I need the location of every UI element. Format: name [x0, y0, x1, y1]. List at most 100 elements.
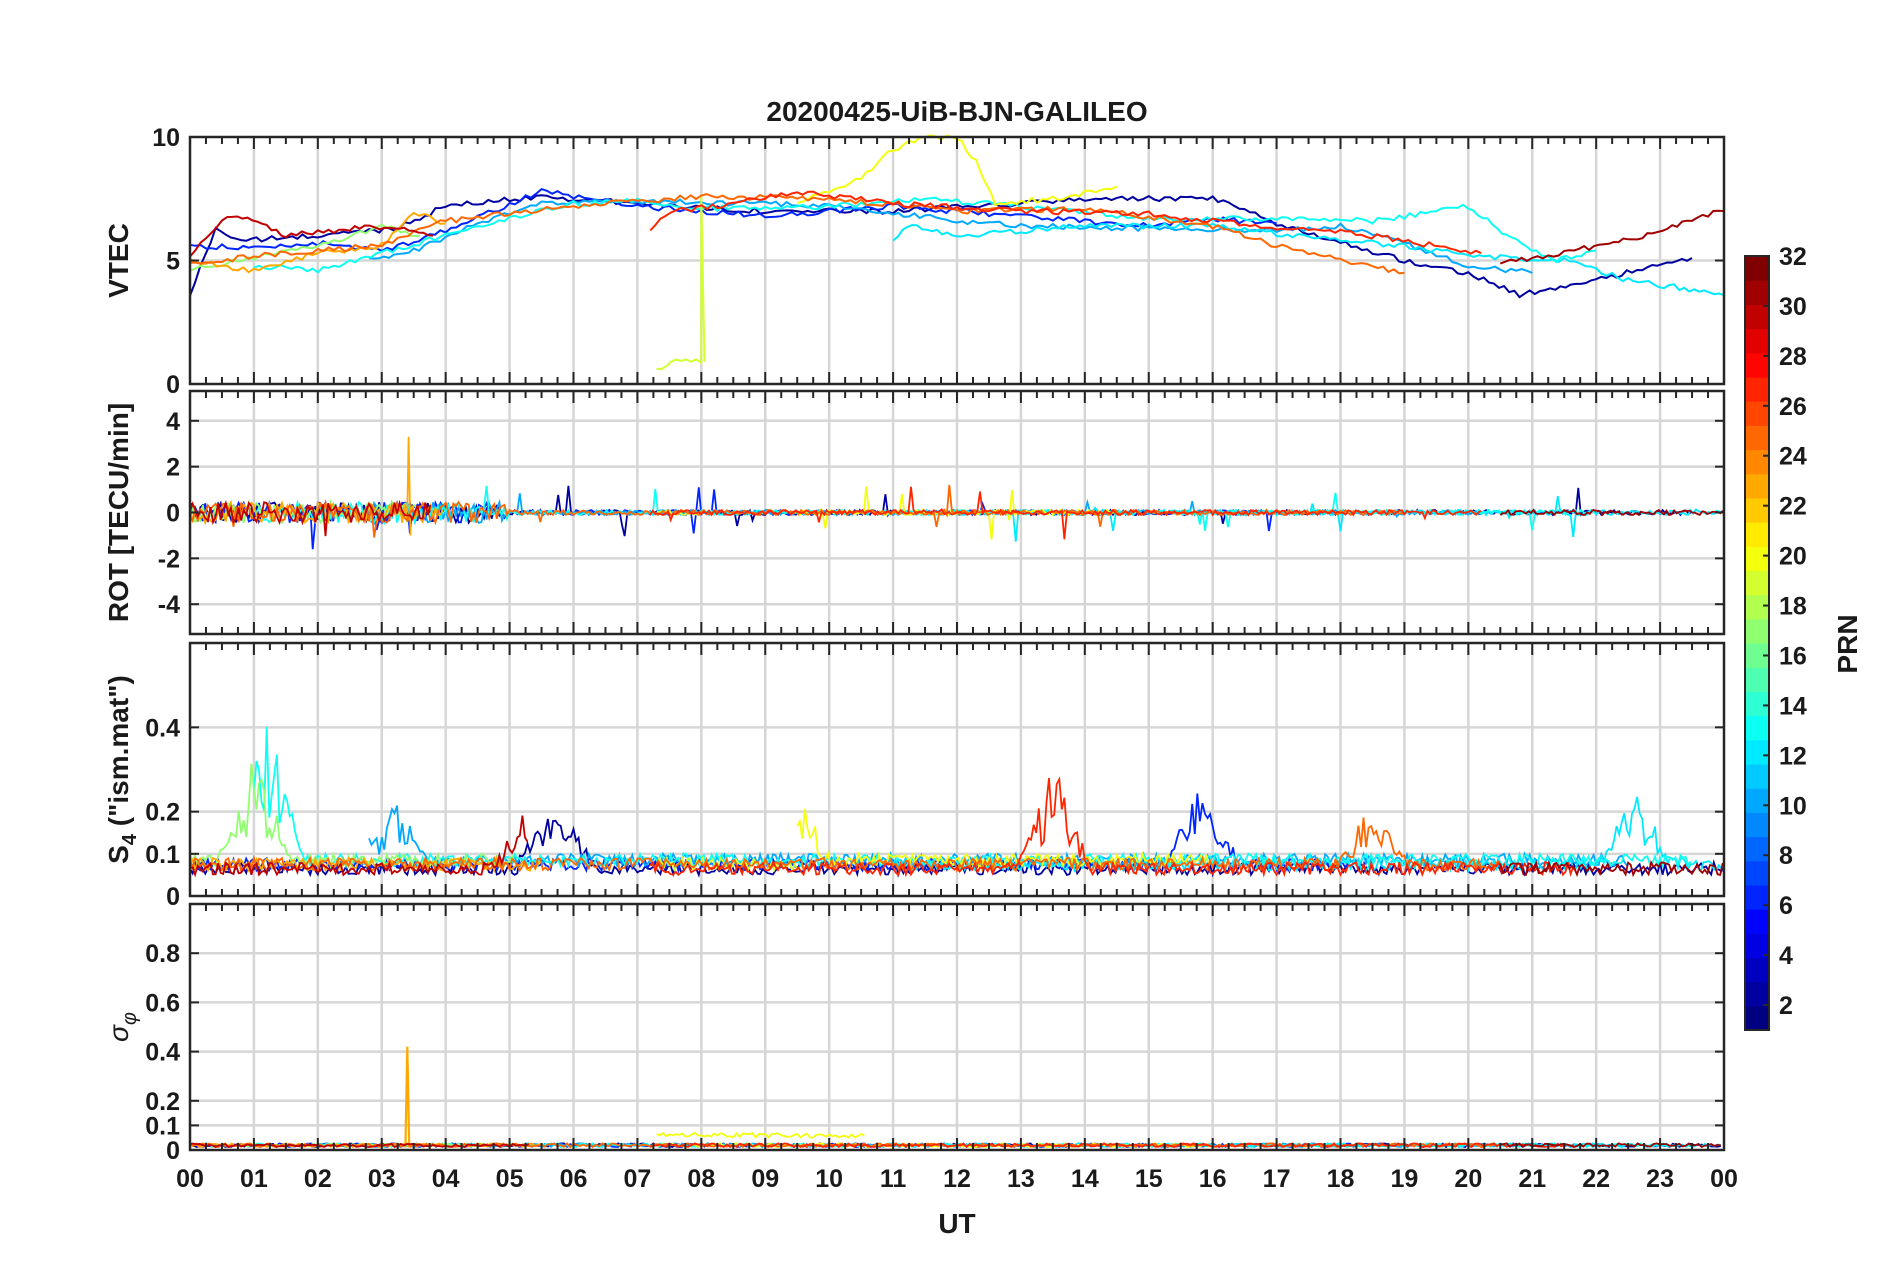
vtec-line-prn-31	[1499, 209, 1725, 265]
colorbar-tick-label: 4	[1779, 942, 1793, 970]
colorbar-tick-label: 22	[1779, 493, 1807, 521]
colorbar-band	[1745, 256, 1769, 281]
x-tick-label: 21	[1518, 1165, 1546, 1193]
y-tick-label: 0	[166, 883, 180, 911]
colorbar-tick-label: 8	[1779, 842, 1793, 870]
y-label-rest: ("ism.mat")	[103, 675, 134, 834]
panel-frame-vtec	[188, 135, 1726, 386]
colorbar-tick-label: 32	[1779, 243, 1807, 271]
x-tick-label: 20	[1454, 1165, 1482, 1193]
colorbar-tick-label: 10	[1779, 792, 1807, 820]
rot-line-prn-27	[649, 486, 1482, 540]
colorbar-band	[1745, 860, 1769, 886]
y-axis-label-vtec: VTEC	[103, 223, 134, 298]
s4-line-prn-13	[253, 726, 1692, 870]
sigphi-line-prn-30	[189, 1142, 530, 1149]
colorbar-band	[1745, 473, 1769, 499]
colorbar-tick-label: 26	[1779, 393, 1807, 421]
colorbar-band	[1745, 425, 1769, 451]
y-label-main: S	[103, 845, 134, 864]
colorbar-band	[1745, 497, 1769, 523]
y-tick-label: -4	[158, 591, 180, 619]
rot-line-prn-12	[892, 495, 1725, 542]
x-tick-label: 19	[1391, 1165, 1419, 1193]
x-tick-label: 13	[1007, 1165, 1035, 1193]
colorbar-band	[1745, 909, 1769, 934]
colorbar-band	[1745, 618, 1769, 644]
vtec-line-prn-12	[892, 222, 1725, 297]
colorbar-band	[1745, 522, 1769, 547]
vtec-line-prn-10	[368, 198, 1533, 274]
x-tick-label: 15	[1135, 1165, 1163, 1193]
colorbar-band	[1745, 836, 1769, 862]
colorbar-band	[1745, 546, 1769, 572]
vtec-line-prn-25	[189, 193, 1405, 275]
colorbar-label: PRN	[1832, 614, 1863, 673]
sigphi-line-prn-31	[1500, 1142, 1721, 1149]
colorbar-tick-label: 14	[1779, 692, 1807, 720]
vtec-line-prn-19	[656, 196, 706, 371]
y-tick-label: 4	[166, 408, 180, 436]
y-tick-label: 0.4	[145, 1039, 180, 1067]
s4-line-prn-27	[649, 776, 1577, 878]
x-tick-label: 17	[1263, 1165, 1291, 1193]
vtec-line-prn-13	[253, 196, 1597, 274]
x-tick-label: 23	[1646, 1165, 1674, 1193]
colorbar-frame	[1744, 255, 1770, 1031]
y-axis-label-sigphi: σφ	[103, 1012, 141, 1042]
rot-line-prn-31	[1499, 508, 1724, 517]
colorbar-tick-label: 20	[1779, 543, 1807, 571]
colorbar-band	[1745, 570, 1769, 596]
y-tick-label: 2	[166, 454, 180, 482]
colorbar-band	[1745, 280, 1769, 305]
x-tick-label: 09	[751, 1165, 779, 1193]
vtec-line-prn-23	[189, 211, 446, 274]
x-tick-label: 11	[880, 1165, 907, 1193]
x-tick-label: 01	[240, 1165, 268, 1193]
colorbar-band	[1745, 715, 1769, 741]
x-tick-label: 07	[624, 1165, 652, 1193]
sigphi-segment-prn-20	[656, 1131, 865, 1140]
colorbar-tick-label: 24	[1779, 443, 1807, 471]
s4-line-prn-17	[189, 763, 516, 870]
y-tick-label: -2	[158, 545, 180, 573]
x-tick-label: 18	[1327, 1165, 1355, 1193]
colorbar-band	[1745, 788, 1769, 813]
y-tick-label: 5	[166, 248, 180, 276]
colorbar-band	[1745, 763, 1769, 789]
vtec-line-prn-20	[796, 134, 1118, 207]
y-axis-label-rot: ROT [TECU/min]	[103, 403, 134, 622]
colorbar-tick-label: 30	[1779, 293, 1807, 321]
s4-line-prn-25	[189, 817, 1500, 874]
x-tick-label: 00	[1710, 1165, 1738, 1193]
colorbar-band	[1745, 667, 1769, 692]
y-tick-label: 0	[166, 371, 180, 399]
colorbar-band	[1745, 449, 1769, 475]
y-tick-label: 0.8	[145, 940, 180, 968]
y-tick-label: 0.2	[145, 1088, 180, 1116]
s4-line-prn-31	[1499, 859, 1724, 878]
y-tick-label: 0.6	[145, 989, 180, 1017]
rot-line-prn-6	[189, 487, 1278, 550]
axes-frames	[188, 135, 1726, 1152]
colorbar-band	[1745, 933, 1769, 959]
s4-line-prn-30	[189, 815, 529, 878]
sigphi-spike-prn-23	[404, 1046, 411, 1148]
y-tick-label: 10	[152, 124, 180, 152]
y-tick-label: 0.1	[145, 841, 180, 869]
colorbar-tick-label: 2	[1779, 992, 1793, 1020]
x-tick-label: 02	[304, 1165, 332, 1193]
x-axis-label: UT	[938, 1208, 975, 1239]
x-tick-label: 00	[176, 1165, 204, 1193]
x-tick-label: 05	[496, 1165, 524, 1193]
colorbar-tick-label: 12	[1779, 742, 1807, 770]
y-tick-label: 0	[166, 1137, 180, 1165]
vtec-line-prn-17	[189, 223, 421, 272]
panel-frame-rot	[188, 389, 1726, 636]
colorbar	[1744, 255, 1770, 1031]
y-tick-label: 0.4	[145, 714, 180, 742]
x-tick-label: 16	[1199, 1165, 1227, 1193]
y-label-sub: 4	[119, 833, 141, 845]
x-tick-label: 03	[368, 1165, 396, 1193]
